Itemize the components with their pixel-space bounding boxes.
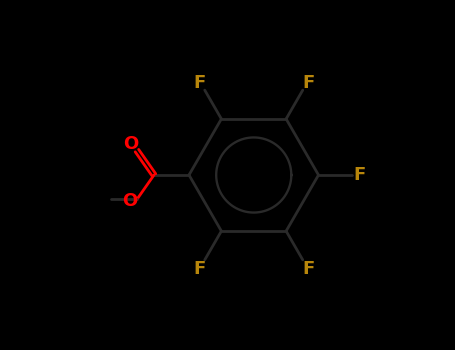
Text: O: O [122, 192, 137, 210]
Text: F: F [193, 260, 206, 278]
Text: F: F [193, 74, 206, 92]
Text: O: O [123, 135, 138, 153]
Text: F: F [302, 74, 314, 92]
Text: F: F [302, 260, 314, 278]
Text: F: F [354, 166, 365, 184]
